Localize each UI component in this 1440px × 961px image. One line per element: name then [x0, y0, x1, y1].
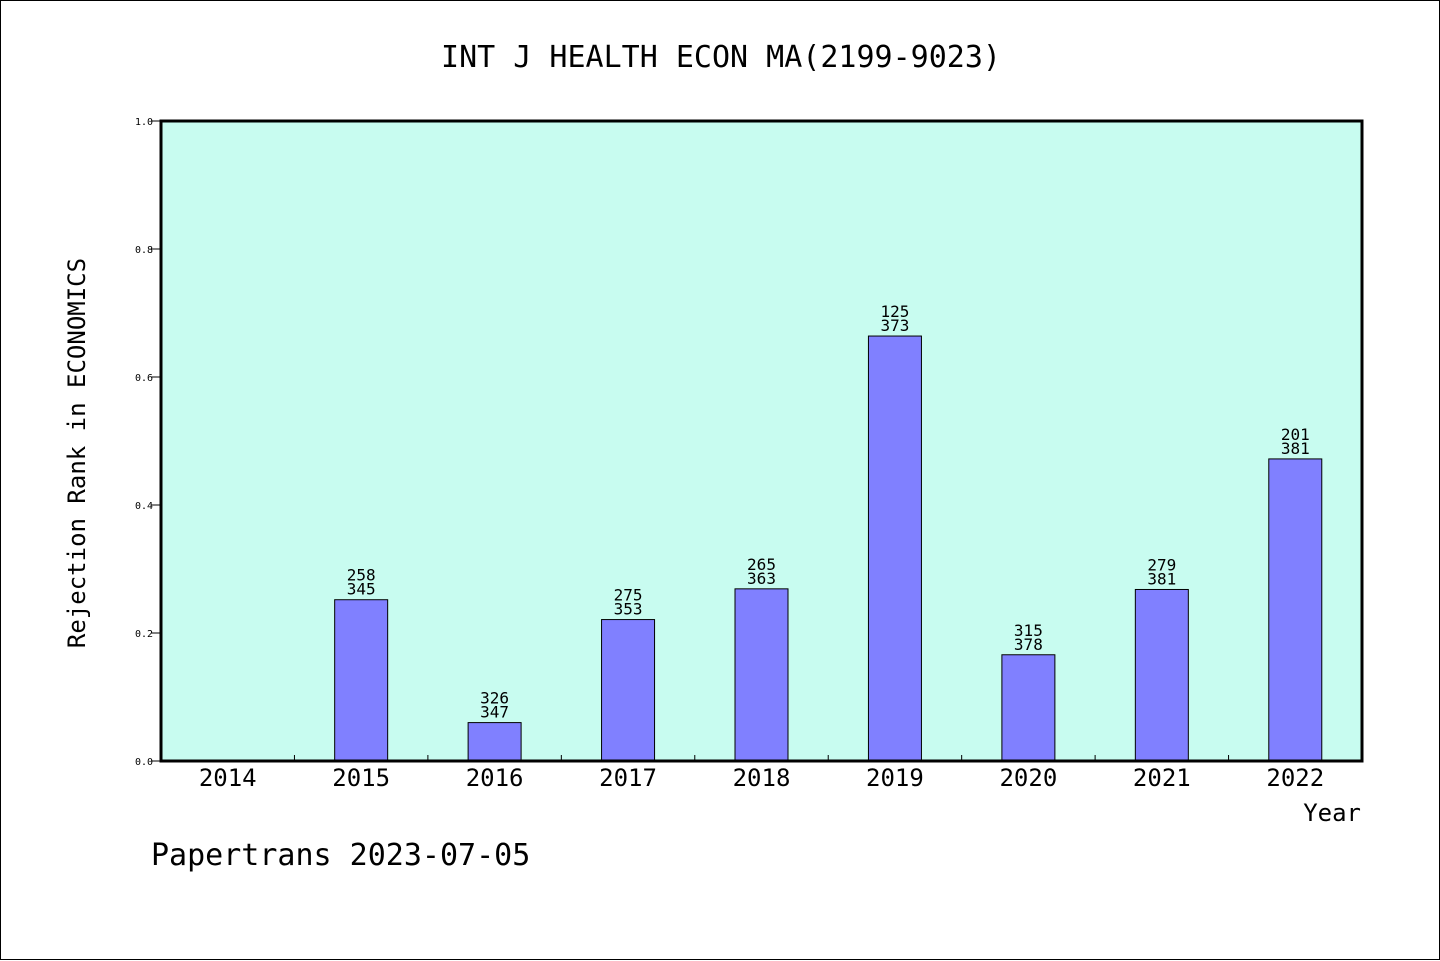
bar-label-top: 279 [1147, 555, 1176, 574]
y-axis-label: Rejection Rank in ECONOMICS [63, 258, 91, 648]
bar-label-top: 201 [1281, 425, 1310, 444]
chart-title: INT J HEALTH ECON MA(2199-9023) [441, 40, 1001, 75]
x-tick-label: 2014 [199, 764, 257, 792]
bar [1001, 654, 1056, 762]
x-tick-label: 2018 [733, 764, 791, 792]
x-tick-label: 2019 [866, 764, 924, 792]
bar-label-top: 326 [480, 689, 509, 708]
y-tick-label: 0.8 [135, 245, 153, 256]
bar-label-top: 275 [614, 586, 643, 605]
y-tick-label: 0.6 [135, 373, 153, 384]
x-tick-label: 2017 [599, 764, 657, 792]
plot-border [159, 119, 1364, 763]
bar-label-top: 125 [880, 302, 909, 321]
x-tick-label: 2021 [1133, 764, 1191, 792]
bar-label-bottom: 345 [347, 580, 376, 599]
bar-label-top: 315 [1014, 621, 1043, 640]
bar-label-top: 265 [747, 555, 776, 574]
x-tick-label: 2020 [999, 764, 1057, 792]
bar [601, 619, 656, 762]
y-tick-label: 0.0 [135, 757, 153, 768]
bar [1134, 588, 1189, 762]
x-tick-label: 2016 [466, 764, 524, 792]
bar-label-bottom: 353 [614, 600, 643, 619]
footer-credit: Papertrans 2023-07-05 [151, 838, 530, 873]
bar-label-bottom: 347 [480, 703, 509, 722]
y-tick-label: 1.0 [135, 117, 153, 128]
bar-label-bottom: 381 [1147, 569, 1176, 588]
y-tick-label: 0.2 [135, 629, 153, 640]
bars-layer [334, 335, 1323, 762]
bar-label-bottom: 373 [880, 316, 909, 335]
bar [867, 335, 922, 762]
bar [467, 722, 522, 762]
x-axis-label: Year [1303, 799, 1361, 827]
bar-label-bottom: 378 [1014, 635, 1043, 654]
x-tick-label: 2015 [332, 764, 390, 792]
bar [1268, 458, 1323, 762]
bar [734, 588, 789, 762]
bar [334, 599, 389, 762]
x-tick-label: 2022 [1266, 764, 1324, 792]
bar-label-top: 258 [347, 566, 376, 585]
bar-label-bottom: 381 [1281, 439, 1310, 458]
bar-label-bottom: 363 [747, 569, 776, 588]
y-tick-label: 0.4 [135, 501, 153, 512]
